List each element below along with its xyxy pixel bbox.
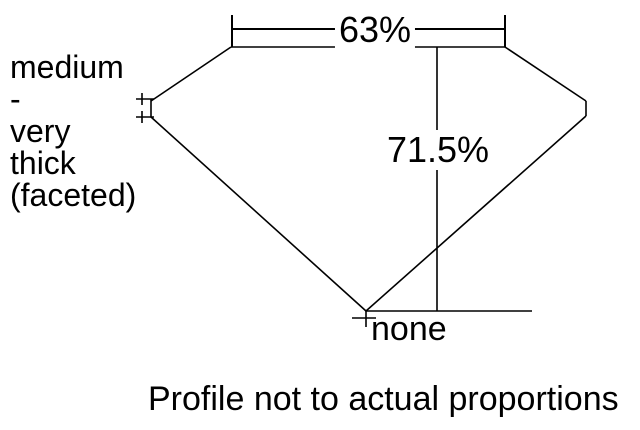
girdle-label-line-3: very <box>10 113 71 149</box>
caption-text: Profile not to actual proportions <box>148 380 619 418</box>
girdle-label-line-5: (faceted) <box>10 177 137 213</box>
girdle-label-line-1: medium <box>10 49 124 85</box>
pavilion-facet-left <box>150 116 367 312</box>
girdle-label-line-2: - <box>10 81 21 117</box>
culet-size-label: none <box>371 310 447 348</box>
crown-facet-right <box>504 46 587 102</box>
pavilion-facet-right <box>365 115 587 312</box>
depth-percentage-label: 71.5% <box>383 130 493 170</box>
girdle-label-line-4: thick <box>10 145 76 181</box>
crown-facet-left <box>150 46 232 102</box>
table-width-percentage-label: 63% <box>334 12 416 48</box>
girdle-thickness-label: medium - very thick (faceted) <box>10 51 136 211</box>
